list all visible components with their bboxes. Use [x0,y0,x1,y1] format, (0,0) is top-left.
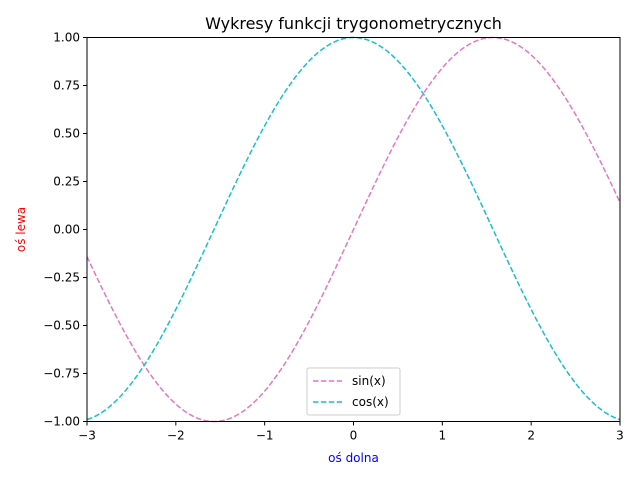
y-axis-label: oś lewa [14,207,28,252]
y-tick-label: −0.75 [43,367,80,381]
x-tick-label: −2 [167,429,185,443]
legend-label: sin(x) [352,374,386,388]
y-tick-label: −1.00 [43,415,80,429]
y-tick-label: −0.50 [43,319,80,333]
y-tick-label: 0.50 [53,127,80,141]
lines-layer [86,36,621,423]
legend-label: cos(x) [352,395,389,409]
y-tick-label: 0.75 [53,79,80,93]
y-tick-label: −0.25 [43,271,80,285]
series-line-sin [86,36,621,423]
x-tick-label: −3 [78,429,96,443]
y-tick-label: 0.25 [53,175,80,189]
y-tick-label: 1.00 [53,31,80,45]
x-tick-label: −1 [256,429,274,443]
plot-area-frame [86,37,621,422]
x-tick-label: 3 [616,429,624,443]
x-tick-label: 0 [350,429,358,443]
x-axis-label: oś dolna [328,451,379,465]
y-tick-label: 0.00 [53,223,80,237]
x-tick-label: 1 [439,429,447,443]
x-tick-label: 2 [527,429,535,443]
ticks-layer: −3 −2 −1 0 1 2 3 −1.00 −0.75 −0.50 −0.25 0.00 0.25 0.… [43,31,624,443]
chart-title: Wykresy funkcji trygonometrycznych [205,14,502,33]
legend: sin(x) cos(x) [306,367,401,416]
legend-box [306,367,401,416]
